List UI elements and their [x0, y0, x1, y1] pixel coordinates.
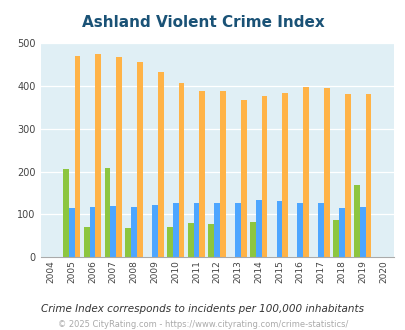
Bar [69, 208, 75, 257]
Text: © 2025 CityRating.com - https://www.cityrating.com/crime-statistics/: © 2025 CityRating.com - https://www.city… [58, 319, 347, 329]
Bar [255, 200, 261, 257]
Bar [276, 201, 282, 257]
Bar [125, 228, 131, 257]
Bar [193, 203, 199, 257]
Bar [214, 203, 220, 257]
Bar [110, 206, 116, 257]
Bar [131, 207, 136, 257]
Bar [116, 57, 122, 257]
Bar [166, 227, 172, 257]
Bar [282, 93, 288, 257]
Bar [338, 208, 344, 257]
Text: Ashland Violent Crime Index: Ashland Violent Crime Index [81, 15, 324, 30]
Bar [359, 207, 364, 257]
Bar [303, 87, 308, 257]
Bar [136, 62, 143, 257]
Bar [151, 206, 158, 257]
Bar [353, 185, 359, 257]
Bar [178, 83, 184, 257]
Bar [104, 168, 110, 257]
Bar [95, 54, 101, 257]
Bar [83, 227, 90, 257]
Bar [90, 207, 95, 257]
Text: Crime Index corresponds to incidents per 100,000 inhabitants: Crime Index corresponds to incidents per… [41, 304, 364, 314]
Bar [344, 94, 350, 257]
Bar [297, 203, 303, 257]
Bar [364, 94, 371, 257]
Bar [333, 220, 338, 257]
Bar [172, 203, 178, 257]
Bar [75, 56, 80, 257]
Bar [261, 96, 267, 257]
Bar [158, 72, 163, 257]
Bar [63, 170, 69, 257]
Bar [220, 91, 225, 257]
Bar [240, 100, 246, 257]
Bar [323, 88, 329, 257]
Bar [318, 203, 323, 257]
Bar [234, 203, 240, 257]
Bar [249, 222, 255, 257]
Bar [199, 91, 205, 257]
Bar [208, 224, 214, 257]
Bar [187, 223, 193, 257]
